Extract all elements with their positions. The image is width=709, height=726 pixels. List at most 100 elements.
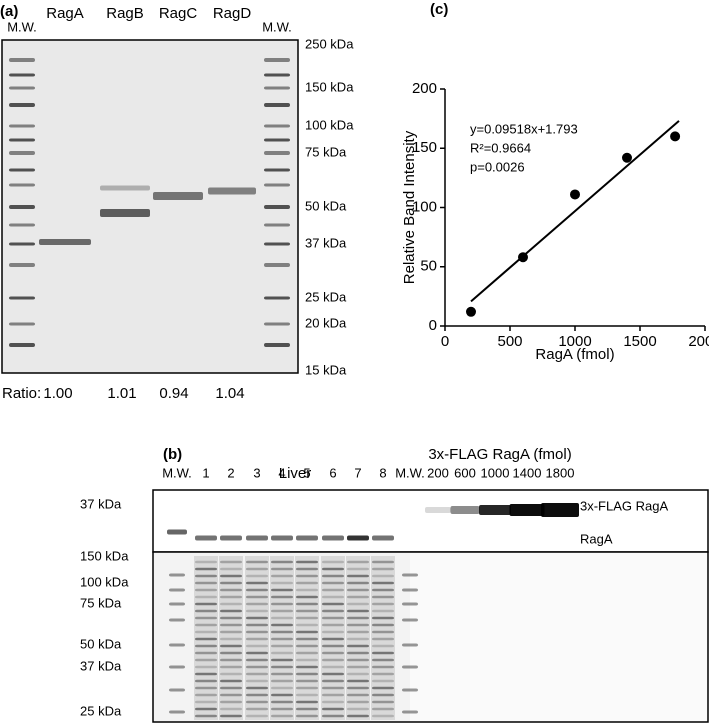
band [271, 609, 293, 613]
band [9, 296, 35, 300]
x-tick-label: 500 [497, 333, 522, 350]
band [347, 679, 369, 683]
band [322, 574, 344, 578]
band [322, 644, 344, 648]
band [9, 73, 35, 77]
band [9, 124, 35, 128]
band [372, 686, 394, 690]
band [372, 707, 394, 711]
lane-label: RagA [46, 5, 84, 22]
band [195, 700, 217, 704]
band [220, 665, 242, 669]
band [195, 602, 217, 606]
band [271, 560, 293, 564]
band [264, 138, 290, 142]
band [220, 609, 242, 613]
band [271, 658, 293, 662]
band [296, 707, 318, 711]
band [296, 588, 318, 592]
band [9, 205, 35, 209]
band [296, 672, 318, 676]
band [220, 623, 242, 627]
lane-label: RagB [106, 5, 144, 22]
band [264, 242, 290, 246]
band [347, 535, 369, 541]
band [9, 58, 35, 62]
band [402, 588, 418, 592]
band [322, 637, 344, 641]
point [518, 252, 528, 263]
band [246, 658, 268, 662]
band [271, 700, 293, 704]
band [9, 86, 35, 90]
band [220, 714, 242, 718]
marker-label: 100 kDa [305, 117, 354, 132]
band [195, 651, 217, 655]
band [9, 263, 35, 267]
y-tick-label: 200 [412, 80, 437, 97]
band [322, 609, 344, 613]
band [372, 574, 394, 578]
lane-label: RagC [159, 5, 198, 22]
band [195, 679, 217, 683]
x-axis-label: RagA (fmol) [535, 346, 614, 363]
band [264, 183, 290, 187]
band [271, 637, 293, 641]
band [264, 296, 290, 300]
band [402, 688, 418, 692]
band [195, 714, 217, 718]
band [167, 529, 187, 535]
band [220, 700, 242, 704]
band [246, 679, 268, 683]
band [246, 714, 268, 718]
blot-b [152, 489, 709, 553]
band [271, 672, 293, 676]
band [264, 103, 290, 107]
band [296, 693, 318, 697]
ratio-value: 0.94 [159, 385, 188, 402]
band [220, 679, 242, 683]
band [9, 138, 35, 142]
band [322, 630, 344, 634]
band [347, 616, 369, 620]
lane-label: 8 [379, 465, 386, 480]
band [195, 560, 217, 564]
lane [219, 556, 243, 720]
band [347, 588, 369, 592]
band [220, 574, 242, 578]
band [246, 588, 268, 592]
annotation: R²=0.9664 [470, 140, 531, 155]
band [195, 693, 217, 697]
band [322, 616, 344, 620]
band [264, 124, 290, 128]
band [372, 679, 394, 683]
band [450, 506, 480, 514]
band [402, 602, 418, 606]
band-label: RagA [580, 531, 613, 546]
band [322, 651, 344, 655]
band [347, 581, 369, 585]
band [246, 686, 268, 690]
band [9, 168, 35, 172]
band [195, 665, 217, 669]
band [169, 688, 185, 692]
band [195, 588, 217, 592]
marker-label: 20 kDa [305, 315, 347, 330]
band [347, 567, 369, 571]
band [9, 242, 35, 246]
band [195, 658, 217, 662]
band [195, 637, 217, 641]
band [372, 630, 394, 634]
band [347, 609, 369, 613]
band [372, 616, 394, 620]
band [296, 535, 318, 541]
band [9, 103, 35, 107]
band [347, 630, 369, 634]
band [220, 588, 242, 592]
band [372, 714, 394, 718]
band [271, 595, 293, 599]
band [322, 665, 344, 669]
band [9, 343, 35, 347]
ratio-label: Ratio: [2, 385, 41, 402]
